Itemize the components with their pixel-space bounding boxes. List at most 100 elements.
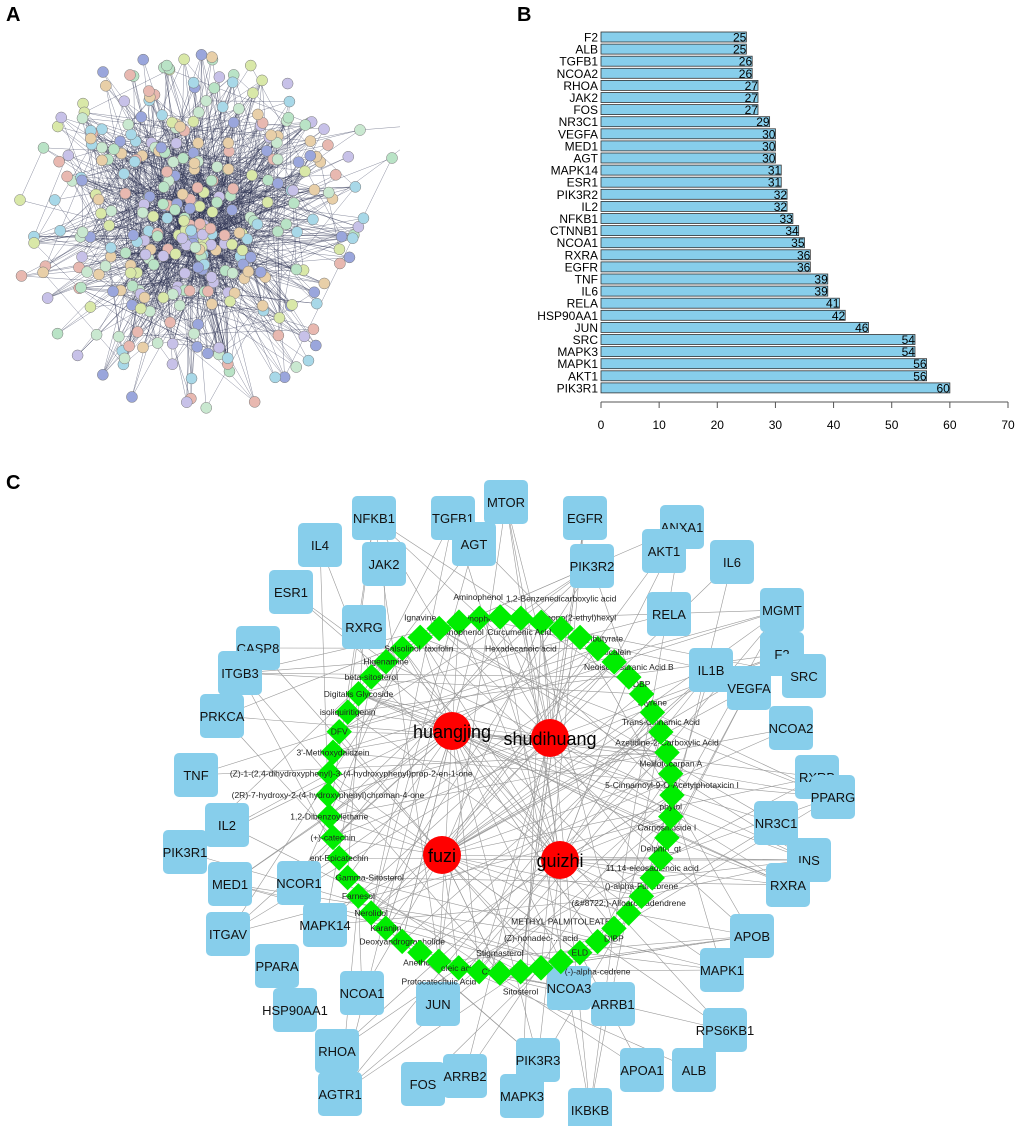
network-edge xyxy=(327,737,551,796)
degree-bar-chart: F2 25 ALB 25 TGFB1 26 NCOA2 26 RHOA 27 JAK2 27 FOS 27… xyxy=(537,31,1015,433)
ppi-node xyxy=(126,280,139,292)
target-label: NCOR1 xyxy=(276,876,322,891)
target-label: RXRA xyxy=(770,878,806,893)
ppi-edge xyxy=(144,209,233,298)
bar xyxy=(600,140,776,152)
compound-diamond xyxy=(487,960,513,986)
compound-diamond xyxy=(407,624,433,651)
target-label: PIK3R2 xyxy=(570,559,615,574)
target-node: IL2 xyxy=(205,803,249,847)
ppi-edge xyxy=(224,122,263,244)
compound-label: 11,14-eicosadienoic acid xyxy=(606,863,699,873)
compound-label: Digitalis Glycoside xyxy=(324,689,394,699)
ppi-node xyxy=(157,198,169,210)
ppi-node xyxy=(169,248,182,260)
compound-label: Melilotocarpan A xyxy=(639,759,702,769)
ppi-edge xyxy=(142,317,280,348)
ppi-node xyxy=(200,95,212,107)
herb-node xyxy=(531,719,569,757)
target-node: NCOA3 xyxy=(547,966,591,1010)
compound-diamond xyxy=(426,948,452,975)
network-edge xyxy=(559,712,653,861)
ppi-edge xyxy=(170,305,263,323)
network-edge xyxy=(441,648,599,856)
network-edge xyxy=(660,796,834,859)
ppi-node xyxy=(292,156,305,168)
compound-label: Curcumenic Acid xyxy=(487,627,551,637)
target-box xyxy=(163,830,207,874)
target-box xyxy=(218,651,262,695)
ppi-node xyxy=(248,396,261,408)
category-label: MED1 xyxy=(565,139,599,153)
ppi-node xyxy=(241,233,254,245)
compound-node: baicalein xyxy=(597,647,631,675)
network-edge xyxy=(441,773,671,856)
network-edge xyxy=(451,730,598,942)
ppi-node xyxy=(157,250,170,262)
ppi-node xyxy=(318,277,331,290)
compound-diamond xyxy=(528,955,554,981)
ppi-node xyxy=(323,186,335,199)
compound-node: beta-sitosterol xyxy=(345,664,398,690)
compound-node: oleic acid xyxy=(441,955,477,981)
ppi-edge xyxy=(123,82,233,365)
ppi-node xyxy=(28,237,40,249)
target-label: MGMT xyxy=(762,603,802,618)
network-edge xyxy=(451,730,562,962)
ppi-node xyxy=(357,212,370,224)
ppi-edge xyxy=(201,54,205,193)
herb-node xyxy=(541,841,579,879)
compound-label: (2R)-7-hydroxy-2-(4-hydroxyphenyl)chroma… xyxy=(232,790,425,800)
category-label: NR3C1 xyxy=(559,115,599,129)
network-edge xyxy=(441,854,459,968)
compound-diamond xyxy=(585,635,611,662)
compound-node: Carnosifloside I xyxy=(638,823,696,851)
target-node: ITGAV xyxy=(206,912,250,956)
ppi-node xyxy=(254,266,267,278)
compound-diamond xyxy=(659,782,685,808)
network-edge xyxy=(358,693,789,886)
ppi-edge xyxy=(144,249,243,298)
ppi-node xyxy=(179,267,191,279)
network-edge xyxy=(441,854,642,897)
herb-label: fuzi xyxy=(428,846,456,866)
compound-diamond xyxy=(639,699,666,726)
target-box xyxy=(340,971,384,1015)
network-edge xyxy=(537,859,561,1061)
target-box xyxy=(443,1054,487,1098)
target-node: RXRA xyxy=(766,863,810,907)
network-edge xyxy=(184,648,598,853)
data-label: 34 xyxy=(785,224,799,238)
target-label: MAPK1 xyxy=(700,963,744,978)
ppi-node xyxy=(137,341,149,354)
data-label: 54 xyxy=(902,333,916,347)
ppi-node xyxy=(349,181,362,193)
ppi-edge xyxy=(47,255,164,299)
target-label: NCOA1 xyxy=(340,986,385,1001)
network-edge xyxy=(361,854,443,994)
bar xyxy=(600,321,869,333)
compound-diamond xyxy=(445,955,472,981)
ppi-node xyxy=(311,297,323,310)
target-node: MED1 xyxy=(208,862,252,906)
target-node: ARRB2 xyxy=(443,1054,487,1098)
ppi-node xyxy=(191,341,203,353)
ppi-node xyxy=(108,143,120,156)
compound-diamond xyxy=(358,900,384,926)
target-node: ALB xyxy=(672,1048,716,1092)
compound-diamond xyxy=(628,883,655,909)
ppi-node xyxy=(166,337,179,350)
target-node: ITGB3 xyxy=(218,651,262,695)
target-box xyxy=(811,775,855,819)
ppi-node xyxy=(114,135,126,148)
compound-label: Hexadecanoic acid xyxy=(485,643,557,653)
compound-diamond xyxy=(639,865,665,891)
ppi-edge xyxy=(239,232,340,250)
compound-diamond xyxy=(316,760,342,787)
network-edge xyxy=(559,676,630,861)
compound-label: Sitosterol xyxy=(503,987,539,997)
ppi-node xyxy=(290,263,303,276)
target-label: IL6 xyxy=(723,555,741,570)
compound-diamond xyxy=(654,739,680,766)
